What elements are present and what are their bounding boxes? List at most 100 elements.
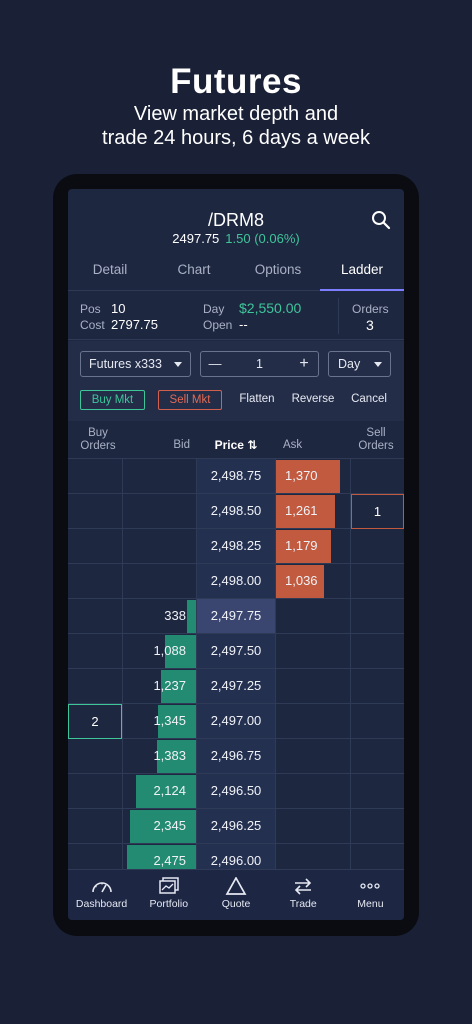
price-value: 2,498.25 (210, 538, 262, 553)
price-cell[interactable] (197, 774, 275, 808)
quote-header: /DRM8 2497.75 1.50 (0.06%) (68, 189, 404, 251)
bid-size[interactable]: 1,345 (153, 713, 186, 728)
bid-size[interactable]: 1,237 (153, 678, 186, 693)
portfolio-icon (159, 877, 179, 894)
tab-chart[interactable]: Chart (177, 262, 211, 277)
pos-value: 10 (111, 301, 126, 316)
ladder-row: 2,498.00 1,036 (68, 564, 404, 599)
sell-orders-header-line-2: Orders (358, 440, 394, 452)
ask-size[interactable]: 1,036 (285, 573, 318, 588)
quantity-value[interactable]: 1 (256, 357, 263, 371)
bid-size-bar (130, 810, 196, 843)
hero-subtitle: View market depth and trade 24 hours, 6 … (0, 102, 472, 150)
price-cell[interactable] (197, 634, 275, 668)
price-value: 2,496.00 (210, 853, 262, 868)
price-value: 2,496.50 (210, 783, 262, 798)
price-value: 2,497.75 (210, 608, 262, 623)
nav-quote[interactable]: Quote (202, 870, 269, 920)
pos-label: Pos (80, 302, 101, 316)
tab-detail[interactable]: Detail (92, 262, 128, 277)
sell-market-button[interactable]: Sell Mkt (158, 390, 222, 410)
nav-menu[interactable]: Menu (337, 870, 404, 920)
bid-size-bar (161, 670, 196, 703)
price-cell[interactable] (197, 494, 275, 528)
day-pl-value: $2,550.00 (239, 300, 302, 316)
flatten-button[interactable]: Flatten (239, 393, 275, 405)
hero-subtitle-line-2: trade 24 hours, 6 days a week (102, 127, 370, 149)
bid-header: Bid (173, 439, 190, 451)
search-icon[interactable] (370, 209, 392, 231)
price-cell[interactable] (197, 459, 275, 493)
ask-size[interactable]: 1,179 (285, 538, 318, 553)
bid-size-bar (157, 740, 196, 773)
hero-title: Futures (170, 62, 302, 101)
chevron-down-icon (174, 362, 182, 367)
quote-line: 2497.75 1.50 (0.06%) (68, 231, 404, 246)
sell-working-order[interactable]: 1 (351, 494, 404, 529)
ask-size-bar (276, 565, 324, 598)
chevron-down-icon (374, 362, 382, 367)
ladder-row: 2,497.75 338 (68, 599, 404, 634)
bid-size[interactable]: 338 (164, 608, 186, 623)
nav-dashboard[interactable]: Dashboard (68, 870, 135, 920)
app-screen: /DRM8 2497.75 1.50 (0.06%) Detail Chart O… (68, 189, 404, 920)
ask-size-bar (276, 495, 335, 528)
cancel-button[interactable]: Cancel (351, 393, 387, 405)
cost-value: 2797.75 (111, 317, 158, 332)
price-value: 2,498.00 (210, 573, 262, 588)
ladder-row: 2,496.50 2,124 (68, 774, 404, 809)
bid-size[interactable]: 2,124 (153, 783, 186, 798)
hero-subtitle-line-1: View market depth and (133, 103, 339, 125)
price-header[interactable]: Price ⇅ (197, 438, 275, 452)
price-cell[interactable] (197, 739, 275, 773)
nav-portfolio[interactable]: Portfolio (135, 870, 202, 920)
tab-options[interactable]: Options (254, 262, 302, 277)
qty-decrement-button[interactable]: — (208, 356, 222, 371)
price-value: 2,496.25 (210, 818, 262, 833)
ask-size[interactable]: 1,261 (285, 503, 318, 518)
price-value: 2,496.75 (210, 748, 262, 763)
nav-trade-label: Trade (289, 898, 317, 910)
qty-increment-button[interactable]: + (299, 355, 309, 372)
price-value: 2,498.75 (210, 468, 262, 483)
buy-working-order[interactable]: 2 (68, 704, 122, 739)
quantity-stepper[interactable]: — 1 + (200, 351, 319, 377)
tif-select[interactable]: Day (328, 351, 391, 377)
price-header-label: Price (214, 438, 244, 452)
open-label: Open (203, 318, 233, 332)
bid-size[interactable]: 2,345 (153, 818, 186, 833)
tab-ladder[interactable]: Ladder (320, 253, 404, 291)
bid-size-bar (158, 705, 196, 738)
price-value: 2,497.25 (210, 678, 262, 693)
nav-dashboard-label: Dashboard (75, 898, 128, 910)
price-cell[interactable] (197, 669, 275, 703)
ask-size[interactable]: 1,370 (285, 468, 318, 483)
price-cell[interactable] (197, 809, 275, 843)
price-cell[interactable] (197, 704, 275, 738)
tif-select-value: Day (338, 357, 361, 371)
sort-icon: ⇅ (247, 438, 258, 452)
bid-size[interactable]: 1,088 (153, 643, 186, 658)
orders-count[interactable]: 3 (366, 317, 374, 333)
bid-size[interactable]: 2,475 (153, 853, 186, 868)
tab-bar: Detail Chart Options Ladder (68, 253, 404, 291)
column-divider (122, 459, 123, 869)
gauge-icon (91, 882, 112, 893)
price-cell[interactable] (197, 564, 275, 598)
last-price-cell[interactable] (197, 599, 275, 633)
buy-orders-header-line-1: Buy (88, 427, 108, 439)
cost-label: Cost (80, 318, 105, 332)
ladder-row: 2,496.25 2,345 (68, 809, 404, 844)
ladder-header: Buy Orders Bid Price ⇅ Ask Sell Orders (68, 421, 404, 459)
bid-size-bar (165, 635, 196, 668)
column-divider (350, 459, 351, 869)
account-select[interactable]: Futures x333 (80, 351, 191, 377)
divider (338, 298, 339, 334)
price-cell[interactable] (197, 529, 275, 563)
bid-size[interactable]: 1,383 (153, 748, 186, 763)
reverse-button[interactable]: Reverse (291, 393, 335, 405)
ladder-row: 2,498.25 1,179 (68, 529, 404, 564)
ladder-row: 2,498.75 1,370 (68, 459, 404, 494)
buy-market-button[interactable]: Buy Mkt (80, 390, 145, 410)
nav-trade[interactable]: Trade (270, 870, 337, 920)
